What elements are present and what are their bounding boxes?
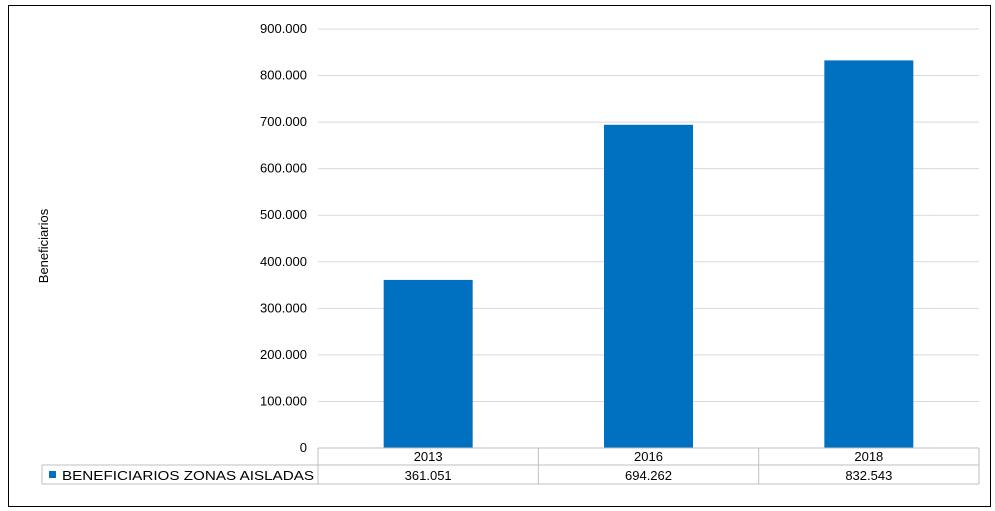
- data-table: 2013 361.051 2016 694.262 2018 832.543 BENEFIC…: [41, 447, 980, 485]
- y-tick-label: 100.000: [260, 393, 307, 408]
- y-tick-label: 800.000: [260, 68, 307, 83]
- x-tick-label: 2013: [414, 449, 443, 464]
- y-axis-ticks: 0 100.000 200.000 300.000 400.000 500.000 600.…: [260, 21, 307, 455]
- x-tick-label: 2018: [854, 449, 883, 464]
- legend-label: BENEFICIARIOS ZONAS AISLADAS: [62, 468, 314, 483]
- y-tick-label: 400.000: [260, 254, 307, 269]
- y-axis-title: Beneficiarios: [36, 208, 51, 283]
- y-tick-label: 600.000: [260, 161, 307, 176]
- bar-2016: [604, 124, 693, 448]
- y-tick-label: 300.000: [260, 300, 307, 315]
- x-tick-label: 2016: [634, 449, 663, 464]
- data-label: 361.051: [405, 468, 452, 483]
- data-label: 694.262: [625, 468, 672, 483]
- y-tick-label: 200.000: [260, 347, 307, 362]
- bar-2013: [383, 279, 473, 448]
- bar-chart: 0 100.000 200.000 300.000 400.000 500.000 600.…: [36, 21, 980, 485]
- y-tick-label: 0: [300, 440, 307, 455]
- y-tick-label: 500.000: [260, 207, 307, 222]
- y-tick-label: 900.000: [260, 21, 307, 36]
- bar-2018: [824, 60, 914, 449]
- legend-swatch: [49, 471, 56, 478]
- data-label: 832.543: [845, 468, 892, 483]
- y-tick-label: 700.000: [260, 114, 307, 129]
- bars: [383, 60, 914, 449]
- chart-frame: 0 100.000 200.000 300.000 400.000 500.000 600.…: [8, 5, 991, 507]
